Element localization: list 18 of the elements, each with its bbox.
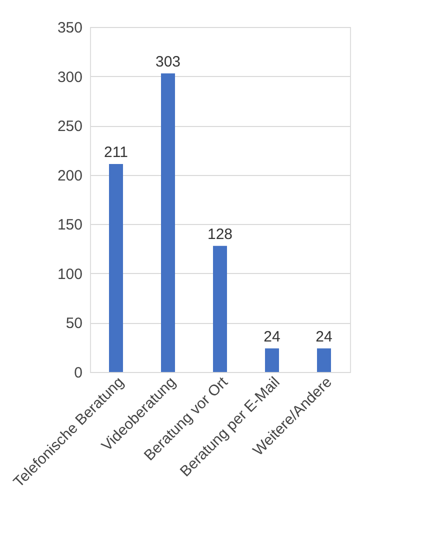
y-tick-label: 0 [74,364,82,382]
y-tick-label: 250 [57,118,82,136]
y-tick-label: 350 [57,20,82,36]
y-tick-label: 200 [57,167,82,184]
y-tick-label: 150 [57,216,82,234]
bar [161,73,175,372]
bar [213,246,227,372]
data-label: 24 [264,328,280,346]
y-tick-label: 100 [57,266,82,283]
bar [317,348,331,372]
data-label: 211 [104,144,128,162]
data-label: 24 [316,328,332,346]
bar [109,164,123,372]
data-label: 303 [155,53,181,70]
bar [265,348,279,372]
data-label: 128 [207,226,233,243]
y-tick-label: 50 [66,315,82,332]
y-tick-label: 300 [57,68,82,86]
